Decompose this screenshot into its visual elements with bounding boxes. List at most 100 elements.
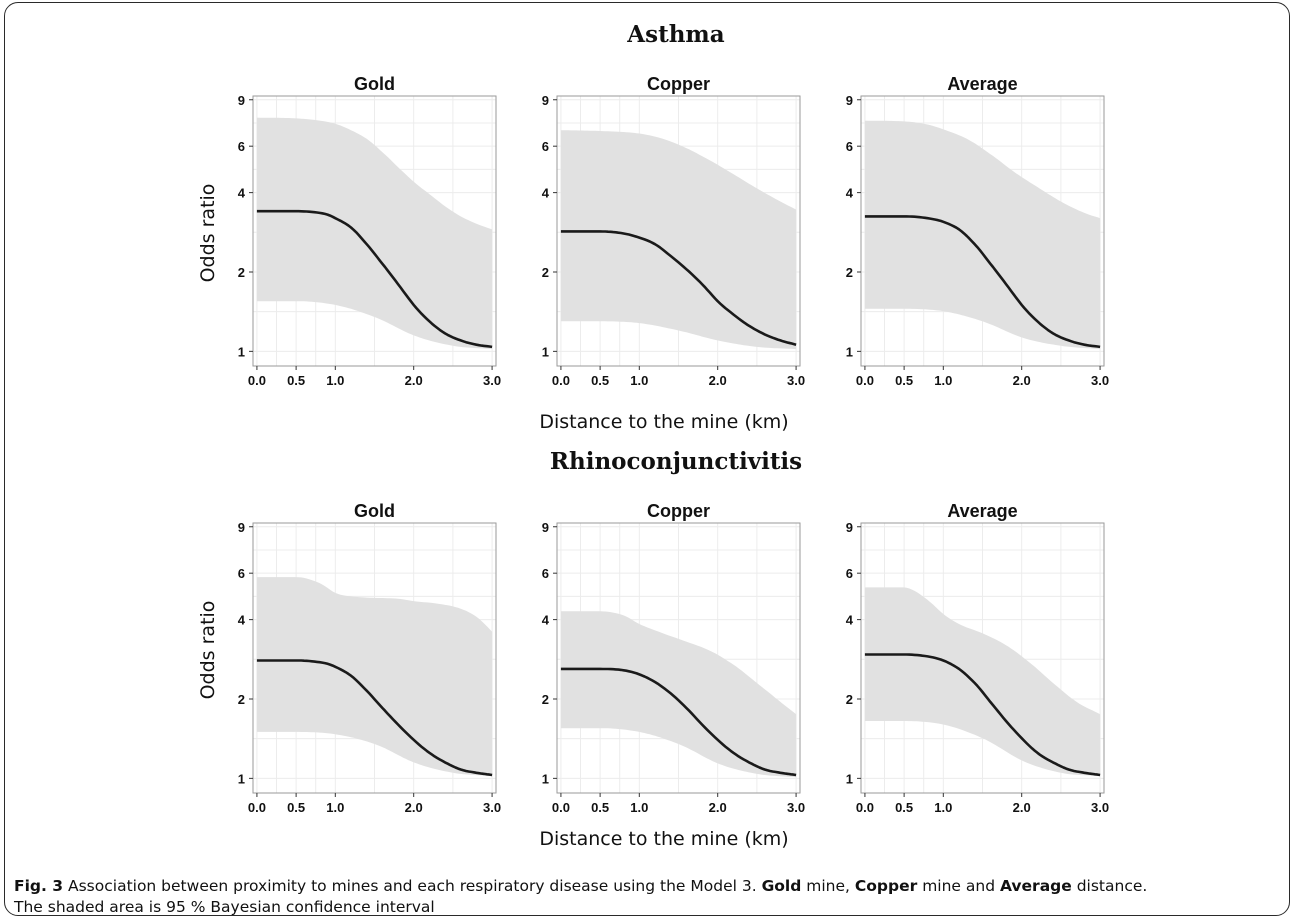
panel-rhinoconjunctivitis-gold: Gold 1 2 4 6 9 0.0 0.5 1.0 2.0 3.0 (238, 501, 501, 815)
x-tick-label-rhinoconjunctivitis-average: 3.0 (1091, 800, 1109, 815)
caption-bold-copper: Copper (854, 877, 918, 895)
panel-rhinoconjunctivitis-copper: Copper 1 2 4 6 9 0.0 0.5 1.0 2.0 3.0 (542, 501, 805, 815)
x-tick-label-asthma-gold: 2.0 (405, 373, 423, 388)
x-tick-label-asthma-gold: 0.0 (248, 373, 266, 388)
x-tick-label-rhinoconjunctivitis-copper: 3.0 (787, 800, 805, 815)
y-tick-label-asthma-copper: 2 (542, 265, 549, 280)
x-tick-label-asthma-average: 0.0 (856, 373, 874, 388)
x-tick-label-rhinoconjunctivitis-average: 1.0 (934, 800, 952, 815)
y-tick-label-asthma-copper: 4 (542, 186, 550, 201)
x-tick-label-asthma-gold: 1.0 (326, 373, 344, 388)
odds-ratio-line-asthma-average (864, 215, 1101, 349)
panel-rhinoconjunctivitis-average: Average 1 2 4 6 9 0.0 0.5 1.0 2.0 3.0 (846, 501, 1109, 815)
panel-asthma-copper: Copper 1 2 4 6 9 0.0 0.5 1.0 2.0 3.0 (542, 74, 805, 388)
x-tick-label-asthma-copper: 3.0 (787, 373, 805, 388)
panel-title-asthma-average: Average (947, 74, 1017, 94)
y-tick-label-rhinoconjunctivitis-average: 1 (846, 771, 853, 786)
y-tick-label-rhinoconjunctivitis-average: 2 (846, 692, 853, 707)
odds-ratio-line-asthma-gold (256, 209, 493, 349)
group-title-rhinoconjunctivitis: Rhinoconjunctivitis (550, 448, 802, 475)
y-tick-label-rhinoconjunctivitis-gold: 1 (238, 771, 245, 786)
odds-ratio-line-rhinoconjunctivitis-average (864, 653, 1101, 777)
caption-bold-gold: Gold (761, 877, 802, 895)
y-tick-label-rhinoconjunctivitis-average: 6 (846, 566, 853, 581)
y-tick-label-rhinoconjunctivitis-copper: 6 (542, 566, 549, 581)
odds-ratio-line-rhinoconjunctivitis-copper (560, 667, 797, 777)
confidence-band-rhinoconjunctivitis-average (864, 587, 1101, 777)
x-tick-label-rhinoconjunctivitis-average: 0.0 (856, 800, 874, 815)
chart-panels: Gold 1 2 4 6 9 0.0 0.5 1.0 2.0 3.0 Copper 1 2 4 6 9 0.0 0.… (238, 74, 1109, 815)
confidence-band-rhinoconjunctivitis-copper (560, 611, 797, 778)
caption-text-1: Association between proximity to mines a… (63, 877, 762, 895)
x-tick-label-asthma-average: 2.0 (1013, 373, 1031, 388)
y-tick-label-asthma-gold: 2 (238, 265, 245, 280)
y-tick-label-rhinoconjunctivitis-gold: 6 (238, 566, 245, 581)
x-tick-label-asthma-gold: 3.0 (483, 373, 501, 388)
x-tick-label-asthma-copper: 2.0 (709, 373, 727, 388)
y-tick-label-rhinoconjunctivitis-gold: 9 (238, 520, 245, 535)
y-tick-label-asthma-copper: 6 (542, 139, 549, 154)
y-tick-label-asthma-average: 6 (846, 139, 853, 154)
caption-bold-average: Average (999, 877, 1072, 895)
confidence-band-asthma-average (864, 120, 1101, 350)
panel-asthma-gold: Gold 1 2 4 6 9 0.0 0.5 1.0 2.0 3.0 (238, 74, 501, 388)
caption-text-3: mine and (917, 877, 1000, 895)
panel-title-rhinoconjunctivitis-gold: Gold (354, 501, 395, 521)
x-tick-label-asthma-copper: 0.5 (591, 373, 609, 388)
y-axis-label-asthma: Odds ratio (197, 184, 219, 283)
caption-text-4: distance. (1071, 877, 1148, 895)
x-tick-label-rhinoconjunctivitis-copper: 1.0 (630, 800, 648, 815)
panel-title-rhinoconjunctivitis-copper: Copper (647, 501, 710, 521)
x-axis-label-asthma: Distance to the mine (km) (539, 411, 788, 433)
panel-border-asthma-copper (556, 95, 801, 367)
x-tick-label-rhinoconjunctivitis-gold: 2.0 (405, 800, 423, 815)
confidence-band-asthma-copper (560, 130, 797, 350)
x-tick-label-rhinoconjunctivitis-gold: 0.0 (248, 800, 266, 815)
figure-caption: Fig. 3 Association between proximity to … (14, 876, 1286, 918)
x-tick-label-rhinoconjunctivitis-copper: 0.5 (591, 800, 609, 815)
caption-line-2: The shaded area is 95 % Bayesian confide… (14, 898, 435, 916)
y-tick-label-rhinoconjunctivitis-gold: 4 (238, 613, 246, 628)
y-tick-label-asthma-gold: 1 (238, 344, 245, 359)
panel-title-rhinoconjunctivitis-average: Average (947, 501, 1017, 521)
confidence-band-asthma-gold (256, 117, 493, 350)
x-tick-label-rhinoconjunctivitis-gold: 1.0 (326, 800, 344, 815)
confidence-band-rhinoconjunctivitis-gold (256, 577, 493, 777)
x-tick-label-rhinoconjunctivitis-copper: 2.0 (709, 800, 727, 815)
x-tick-label-asthma-average: 3.0 (1091, 373, 1109, 388)
x-tick-label-asthma-average: 1.0 (934, 373, 952, 388)
y-tick-label-asthma-gold: 4 (238, 186, 246, 201)
panel-border-rhinoconjunctivitis-gold (252, 522, 497, 794)
y-tick-label-asthma-copper: 1 (542, 344, 549, 359)
y-tick-label-asthma-copper: 9 (542, 93, 549, 108)
y-tick-label-rhinoconjunctivitis-gold: 2 (238, 692, 245, 707)
panel-border-asthma-average (860, 95, 1105, 367)
odds-ratio-line-rhinoconjunctivitis-gold (256, 659, 493, 777)
caption-text-2: mine, (801, 877, 855, 895)
y-tick-label-asthma-average: 2 (846, 265, 853, 280)
y-tick-label-rhinoconjunctivitis-average: 9 (846, 520, 853, 535)
panel-title-asthma-gold: Gold (354, 74, 395, 94)
panel-title-asthma-copper: Copper (647, 74, 710, 94)
x-tick-label-rhinoconjunctivitis-gold: 3.0 (483, 800, 501, 815)
panel-asthma-average: Average 1 2 4 6 9 0.0 0.5 1.0 2.0 3.0 (846, 74, 1109, 388)
y-tick-label-rhinoconjunctivitis-copper: 4 (542, 613, 550, 628)
x-tick-label-asthma-gold: 0.5 (287, 373, 305, 388)
panel-border-rhinoconjunctivitis-copper (556, 522, 801, 794)
x-axis-label-rhinoconjunctivitis: Distance to the mine (km) (539, 828, 788, 850)
y-tick-label-rhinoconjunctivitis-copper: 1 (542, 771, 549, 786)
x-tick-label-rhinoconjunctivitis-copper: 0.0 (552, 800, 570, 815)
y-tick-label-rhinoconjunctivitis-copper: 9 (542, 520, 549, 535)
y-tick-label-rhinoconjunctivitis-average: 4 (846, 613, 854, 628)
y-tick-label-asthma-average: 4 (846, 186, 854, 201)
x-tick-label-asthma-copper: 0.0 (552, 373, 570, 388)
panel-border-rhinoconjunctivitis-average (860, 522, 1105, 794)
y-tick-label-asthma-gold: 9 (238, 93, 245, 108)
y-tick-label-asthma-average: 1 (846, 344, 853, 359)
x-tick-label-asthma-average: 0.5 (895, 373, 913, 388)
group-title-asthma: Asthma (626, 21, 724, 48)
x-tick-label-rhinoconjunctivitis-gold: 0.5 (287, 800, 305, 815)
x-tick-label-asthma-copper: 1.0 (630, 373, 648, 388)
y-tick-label-asthma-gold: 6 (238, 139, 245, 154)
